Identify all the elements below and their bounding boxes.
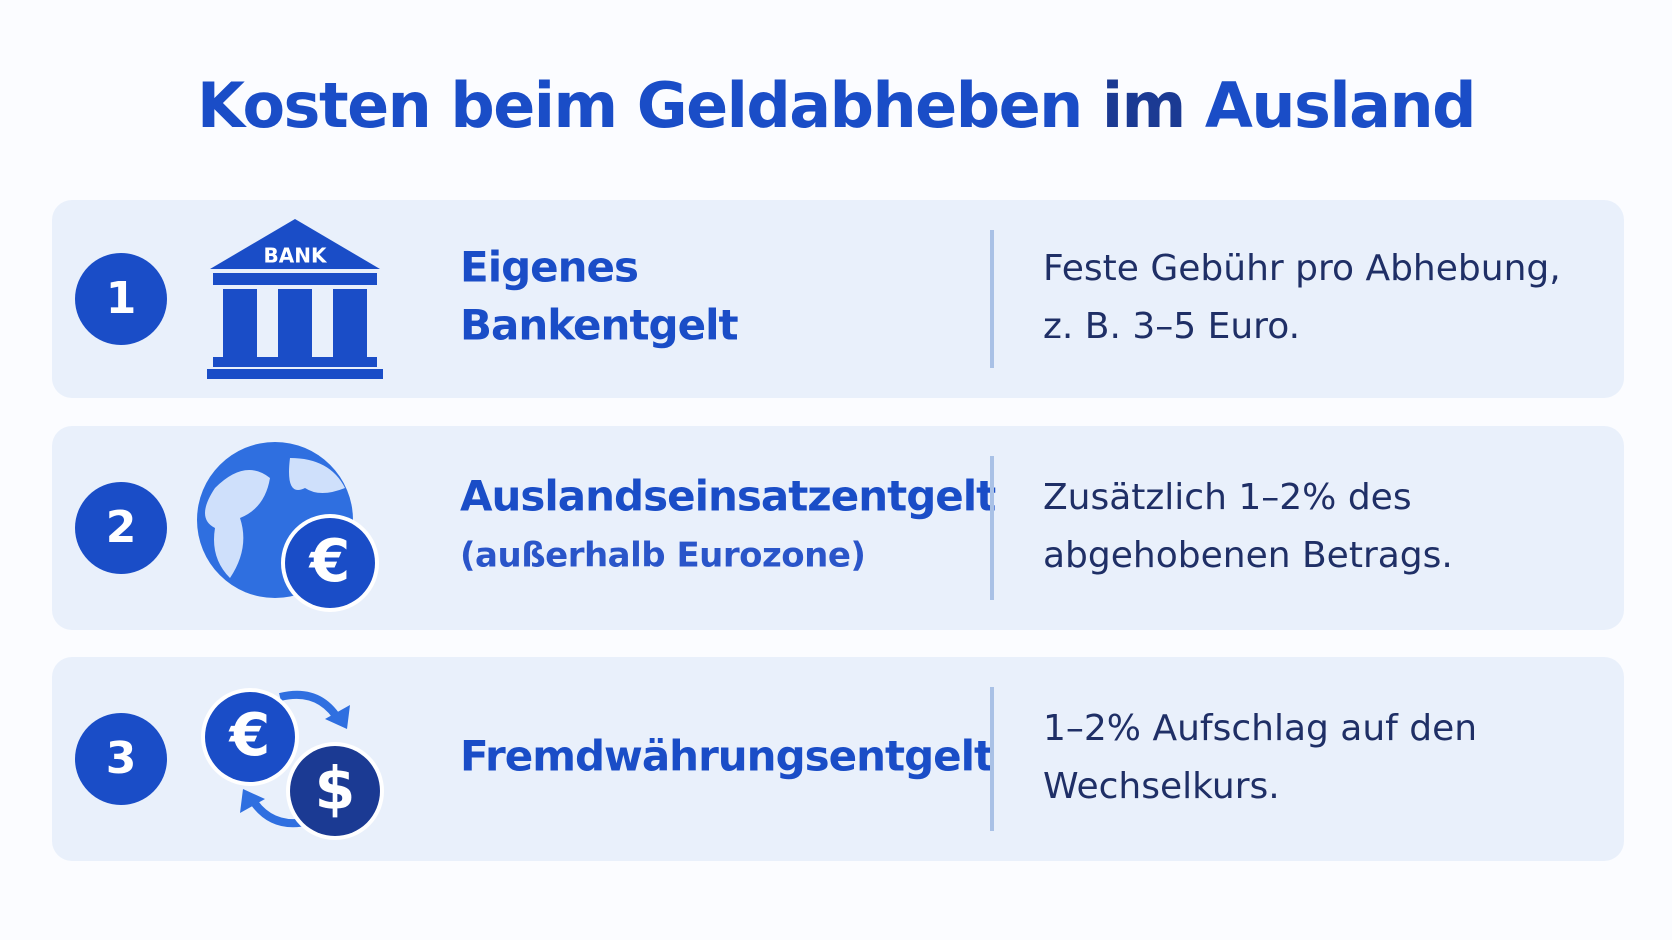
cost-card: 3 € $ Fremdwährungsentgelt 1–2% Aufschlag au… <box>52 657 1624 861</box>
description: Zusätzlich 1–2% des <box>1043 477 1412 518</box>
coin <box>290 746 380 836</box>
bank-base <box>207 369 383 379</box>
bank-roof <box>210 219 380 269</box>
card-background <box>52 200 1624 398</box>
bank-base <box>213 357 377 367</box>
coin-symbol: € <box>308 527 351 595</box>
description: abgehobenen Betrags. <box>1043 535 1453 576</box>
title-part: Kosten beim Geldabheben <box>197 69 1082 142</box>
number-badge <box>75 482 167 574</box>
description: Wechselkurs. <box>1043 766 1280 807</box>
exchange-arrow-head <box>325 705 350 729</box>
card-background <box>52 657 1624 861</box>
cost-card: 1 BANK Eigenes Bankentgelt Feste Gebühr pro … <box>52 200 1624 398</box>
bank-column <box>278 289 312 357</box>
globe-land <box>205 458 345 578</box>
title: Kosten beim Geldabheben im Ausland <box>197 69 1475 142</box>
bank-beam <box>213 273 377 285</box>
title-part: im <box>1102 69 1185 142</box>
card-background <box>52 426 1624 630</box>
coin <box>285 518 375 608</box>
bank-column <box>333 289 367 357</box>
number: 2 <box>106 502 137 553</box>
heading: Fremdwährungsentgelt <box>460 732 994 781</box>
number-badge <box>75 253 167 345</box>
coin-symbol: € <box>228 701 271 769</box>
heading: Eigenes <box>460 243 638 292</box>
coin <box>205 692 295 782</box>
number: 3 <box>106 733 137 784</box>
description: z. B. 3–5 Euro. <box>1043 306 1300 347</box>
bank-column <box>223 289 257 357</box>
description: 1–2% Aufschlag auf den <box>1043 708 1477 749</box>
subheading: (außerhalb Eurozone) <box>460 536 865 576</box>
heading: Bankentgelt <box>460 301 738 350</box>
number-badge <box>75 713 167 805</box>
exchange-arrow-head <box>240 789 265 813</box>
coin-symbol: $ <box>315 755 356 823</box>
title-part: Ausland <box>1205 69 1475 142</box>
description: Feste Gebühr pro Abhebung, <box>1043 248 1561 289</box>
bank-label: BANK <box>264 244 328 268</box>
cost-card: 2 € Auslandseinsatzentgelt (außerhalb Euroz… <box>52 426 1624 630</box>
heading: Auslandseinsatzentgelt <box>460 472 996 521</box>
number: 1 <box>106 273 137 324</box>
